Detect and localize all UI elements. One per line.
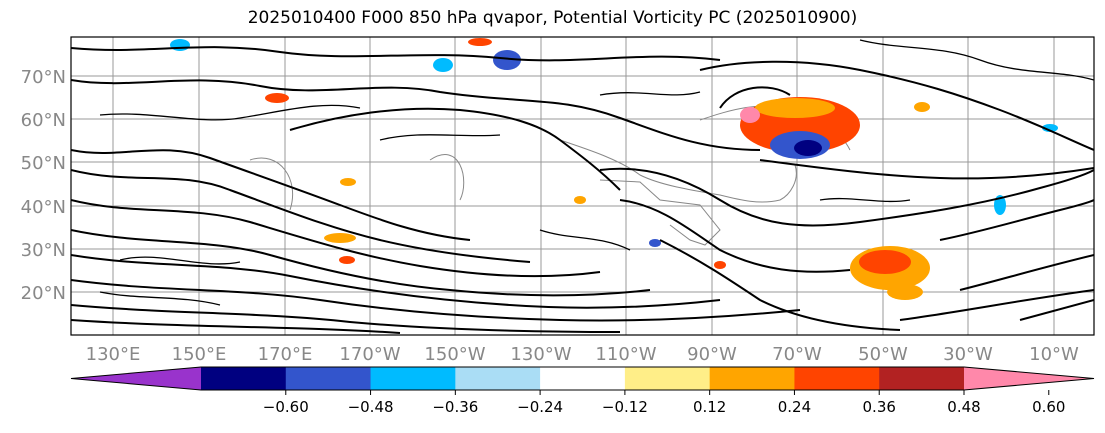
latitude-labels: 70°N 60°N 50°N 40°N 30°N 20°N <box>21 67 66 304</box>
colorbar-tick-label: 0.12 <box>693 398 726 416</box>
lon-label: 130°W <box>510 344 571 365</box>
lat-label: 60°N <box>21 110 66 131</box>
colorbar-extend-low <box>71 367 201 390</box>
colorbar-tick-label: −0.12 <box>602 398 648 416</box>
lon-label: 170°E <box>258 344 313 365</box>
lon-label: 30°W <box>943 344 993 365</box>
lon-label: 90°W <box>687 344 737 365</box>
colorbar-tick-label: 0.24 <box>778 398 811 416</box>
lon-label: 150°W <box>424 344 485 365</box>
colorbar-tick-label: −0.24 <box>517 398 563 416</box>
colorbar-tick-label: −0.36 <box>432 398 478 416</box>
colorbar-tick-label: 0.60 <box>1032 398 1065 416</box>
lon-label: 170°W <box>339 344 400 365</box>
map-panel <box>71 37 1094 335</box>
colorbar-tick-label: 0.36 <box>863 398 896 416</box>
colorbar-extend-high <box>964 367 1094 390</box>
graticule <box>71 37 1094 335</box>
colorbar-segment <box>709 367 795 390</box>
colorbar-segment <box>540 367 626 390</box>
lon-label: 150°E <box>172 344 227 365</box>
colorbar-segment <box>794 367 880 390</box>
lon-label: 110°W <box>595 344 656 365</box>
lat-label: 50°N <box>21 153 66 174</box>
figure-title: 2025010400 F000 850 hPa qvapor, Potentia… <box>247 8 858 28</box>
colorbar-segment <box>370 367 456 390</box>
colorbar-segment <box>455 367 541 390</box>
lat-label: 30°N <box>21 240 66 261</box>
colorbar-tick-label: −0.60 <box>263 398 309 416</box>
lon-label: 70°W <box>772 344 822 365</box>
contours-thin <box>99 39 1094 306</box>
shading-features <box>170 38 1058 300</box>
colorbar-tick-label: −0.48 <box>348 398 394 416</box>
colorbar-segment <box>201 367 287 390</box>
longitude-labels: 130°E 150°E 170°E 170°W 150°W 130°W 110°… <box>86 344 1079 365</box>
colorbar-tick-label: 0.48 <box>947 398 980 416</box>
lon-label: 50°W <box>858 344 908 365</box>
lat-label: 70°N <box>21 67 66 88</box>
colorbar: −0.60 −0.48 −0.36 −0.24 −0.12 0.12 0.24 0.36 0.4… <box>70 366 1095 416</box>
contours <box>71 46 1094 334</box>
colorbar-outline <box>70 366 1095 391</box>
colorbar-segment <box>879 367 965 390</box>
colorbar-segment <box>285 367 372 390</box>
lat-label: 40°N <box>21 197 66 218</box>
lon-label: 130°E <box>86 344 141 365</box>
colorbar-segment <box>624 367 711 390</box>
lon-label: 10°W <box>1029 344 1079 365</box>
lat-label: 20°N <box>21 283 66 304</box>
